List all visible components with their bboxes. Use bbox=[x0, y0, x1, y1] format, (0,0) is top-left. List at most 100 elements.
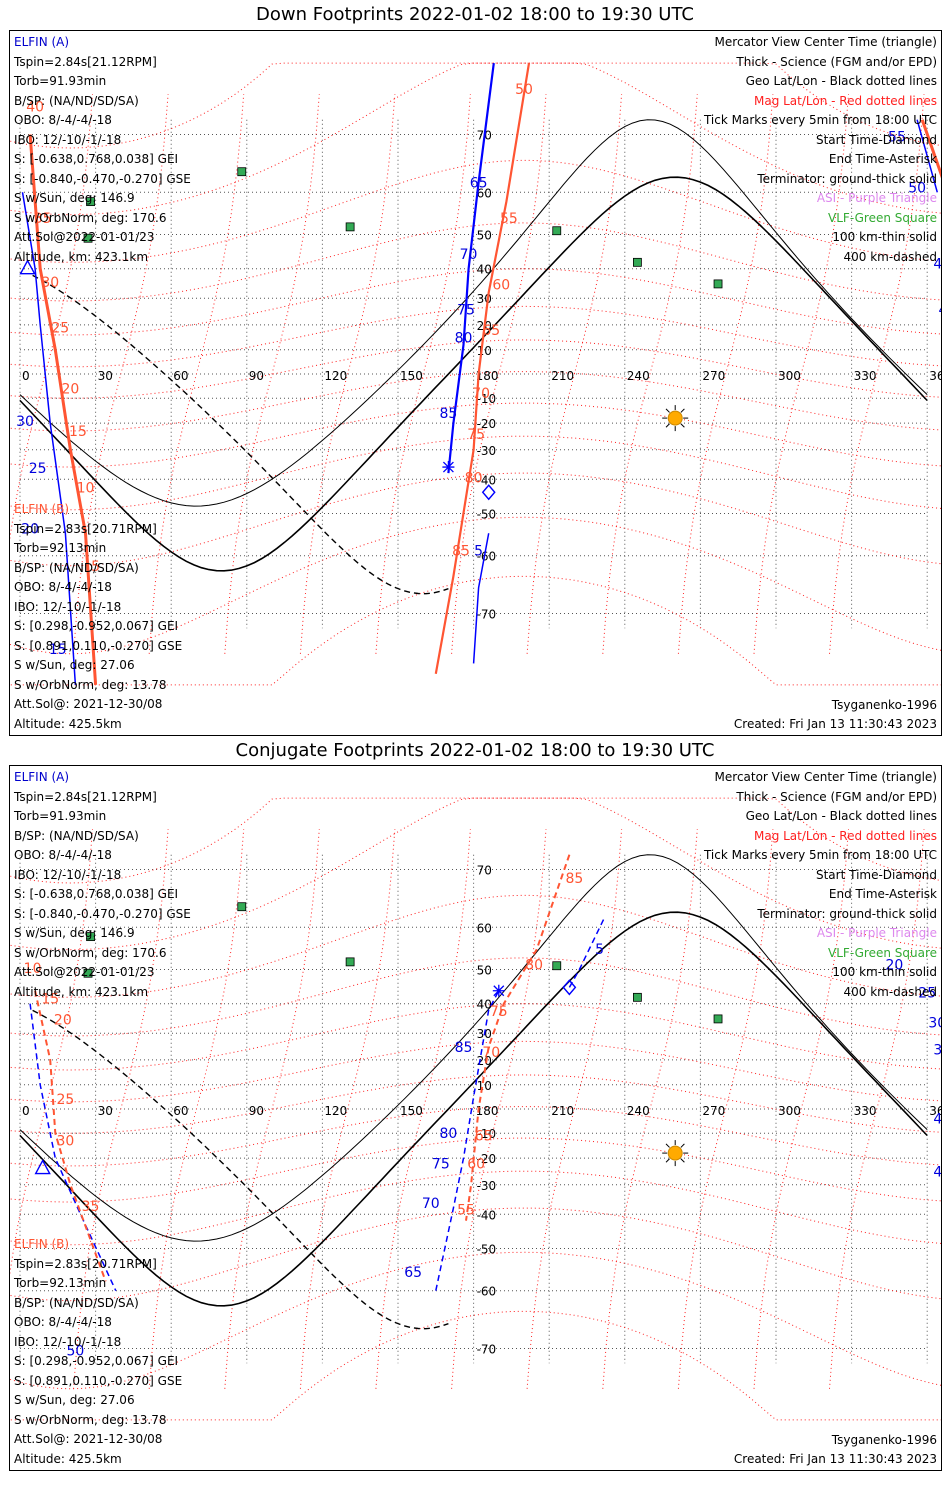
info-line: 400 km-dashed bbox=[843, 249, 937, 264]
info-line: Mercator View Center Time (triangle) bbox=[714, 35, 937, 49]
down-map-canvas: 0 30 60 90 120 150 180 210 240 270 300 330 360 70 60 50… bbox=[10, 62, 941, 686]
start-time-diamond bbox=[481, 484, 496, 501]
lat-tick-label: -10 bbox=[477, 392, 497, 406]
info-line: Torb=91.93min bbox=[14, 809, 107, 823]
info-line: 100 km-thin solid bbox=[832, 965, 937, 979]
vlf-station-square bbox=[552, 226, 562, 236]
end-time-asterisk bbox=[442, 461, 455, 474]
mag-parallel bbox=[10, 1251, 941, 1390]
elfin-a-tick-label: 65 bbox=[404, 1265, 422, 1281]
info-line: S w/OrbNorm, deg: 170.6 bbox=[14, 210, 167, 225]
conjugate-footprints-panel: 0 30 60 90 120 150 180 210 240 270 300 330 360 70 60 50… bbox=[9, 765, 942, 1471]
info-line: B/SP: (NA/ND/SD/SA) bbox=[14, 560, 139, 575]
lat-tick-label: -20 bbox=[477, 1152, 497, 1166]
mag-parallel bbox=[10, 575, 941, 686]
mag-meridian bbox=[224, 94, 320, 654]
lat-tick-label: -40 bbox=[477, 473, 497, 487]
elfin-a-tick-label: 20 bbox=[886, 958, 904, 974]
lon-tick-label: 300 bbox=[778, 1104, 801, 1118]
lon-tick-label: 270 bbox=[702, 369, 725, 383]
start-time-diamond bbox=[562, 979, 577, 996]
mag-parallel bbox=[10, 62, 941, 216]
info-line: Geo Lat/Lon - Black dotted lines bbox=[745, 809, 937, 823]
info-line: S: [0.891,0.110,-0.270] GSE bbox=[14, 1373, 183, 1388]
info-line: Mag Lat/Lon - Red dotted lines bbox=[753, 93, 937, 108]
elfin-b-tick-label: 65 bbox=[475, 1129, 493, 1145]
sun-icon bbox=[667, 410, 683, 426]
info-line: S: [-0.840,-0.470,-0.270] GSE bbox=[14, 906, 191, 921]
elfin-b-tick-label: 70 bbox=[482, 1045, 500, 1061]
info-line: ELFIN (A) bbox=[14, 35, 70, 49]
vlf-station-square bbox=[237, 902, 247, 912]
vlf-station-square bbox=[83, 233, 93, 243]
elfin-a-tick-label: 30 bbox=[16, 414, 34, 430]
end-time-asterisk bbox=[492, 984, 505, 997]
info-line: OBO: 8/-4/-4/-18 bbox=[14, 1315, 112, 1329]
lon-tick-label: 360 bbox=[929, 1104, 941, 1118]
elfin-b-tick-label: 25 bbox=[51, 320, 69, 336]
mag-parallel bbox=[10, 894, 941, 998]
info-line: S w/OrbNorm, deg: 170.6 bbox=[14, 945, 167, 960]
lon-tick-label: 360 bbox=[929, 369, 941, 383]
elfin-b-tick-label: 55 bbox=[457, 1202, 475, 1218]
info-line: Att.Sol@: 2021-12-30/08 bbox=[14, 697, 163, 711]
mag-meridian bbox=[10, 829, 93, 1277]
info-line: Torb=91.93min bbox=[14, 74, 107, 88]
mag-meridian bbox=[829, 94, 925, 654]
mag-parallel bbox=[10, 1207, 941, 1302]
lat-tick-label: -20 bbox=[477, 417, 497, 431]
terminator-400km bbox=[32, 1009, 449, 1330]
elfin-b-tick-label: 20 bbox=[54, 1013, 72, 1029]
elfin-b-tick-label: 5 bbox=[91, 559, 100, 575]
info-line: ELFIN (B) bbox=[14, 502, 70, 516]
map-legend: Mercator View Center Time (triangle) Thic… bbox=[704, 768, 937, 1002]
elfin-a-tick-label: 40 bbox=[933, 1111, 941, 1127]
elfin-a-track bbox=[916, 119, 939, 193]
vlf-station-square bbox=[552, 961, 562, 971]
terminator-line bbox=[19, 911, 928, 1307]
elfin-b-tick-label: 60 bbox=[492, 278, 510, 294]
info-line: B/SP: (NA/ND/SD/SA) bbox=[14, 1295, 139, 1310]
info-line: B/SP: (NA/ND/SD/SA) bbox=[14, 93, 139, 108]
elfin-a-tick-label: 70 bbox=[422, 1196, 440, 1212]
sun-ray bbox=[665, 1143, 670, 1148]
elfin-a-tick-label: 85 bbox=[455, 1040, 473, 1056]
lon-tick-label: 150 bbox=[400, 369, 423, 383]
mag-parallel bbox=[10, 516, 941, 655]
mag-parallel bbox=[10, 1170, 941, 1246]
info-line: S w/OrbNorm, deg: 13.78 bbox=[14, 677, 167, 692]
elfin-a-track bbox=[447, 62, 495, 474]
vlf-station-square bbox=[83, 968, 93, 978]
vlf-station-square bbox=[713, 279, 723, 289]
vlf-station-square bbox=[633, 992, 642, 1002]
lat-tick-label: 40 bbox=[477, 998, 492, 1012]
info-line: Torb=92.13min bbox=[14, 541, 107, 555]
info-line: Terminator: ground-thick solid bbox=[757, 171, 937, 186]
lat-tick-label: 60 bbox=[477, 186, 492, 200]
elfin-a-tick-label: 5 bbox=[474, 544, 483, 560]
info-line: Tick Marks every 5min from 18:00 UTC bbox=[703, 848, 937, 862]
mag-meridian bbox=[451, 829, 547, 1389]
mag-meridian bbox=[73, 829, 169, 1389]
mag-parallel bbox=[10, 222, 941, 302]
info-line: S w/Sun, deg: 146.9 bbox=[14, 926, 135, 940]
elfin-a-tick-label: 75 bbox=[457, 302, 475, 318]
elfin-b-tick-label: 20 bbox=[61, 381, 79, 397]
info-line: S w/Sun, deg: 146.9 bbox=[14, 191, 135, 205]
info-line: ASI - Purple Triangle bbox=[816, 191, 937, 205]
lat-tick-label: -60 bbox=[477, 550, 497, 564]
elfin-b-tick-label: 70 bbox=[472, 386, 490, 402]
info-line: S: [0.891,0.110,-0.270] GSE bbox=[14, 638, 183, 653]
vlf-station-square bbox=[633, 257, 642, 267]
elfin-a-tick-label: 5 bbox=[595, 942, 604, 958]
lon-tick-label: 30 bbox=[98, 369, 113, 383]
elfin-a-tick-label: 35 bbox=[933, 1043, 941, 1059]
lat-tick-label: -70 bbox=[477, 1342, 497, 1356]
info-line: IBO: 12/-10/-1/-18 bbox=[14, 599, 122, 614]
elfin-b-tick-label: 25 bbox=[56, 1092, 74, 1108]
lon-tick-label: 180 bbox=[476, 369, 499, 383]
elfin-a-track bbox=[29, 1003, 117, 1292]
mag-meridian bbox=[375, 94, 471, 654]
elfin-b-tick-label: 15 bbox=[41, 992, 59, 1008]
lat-tick-label: 10 bbox=[477, 344, 492, 358]
